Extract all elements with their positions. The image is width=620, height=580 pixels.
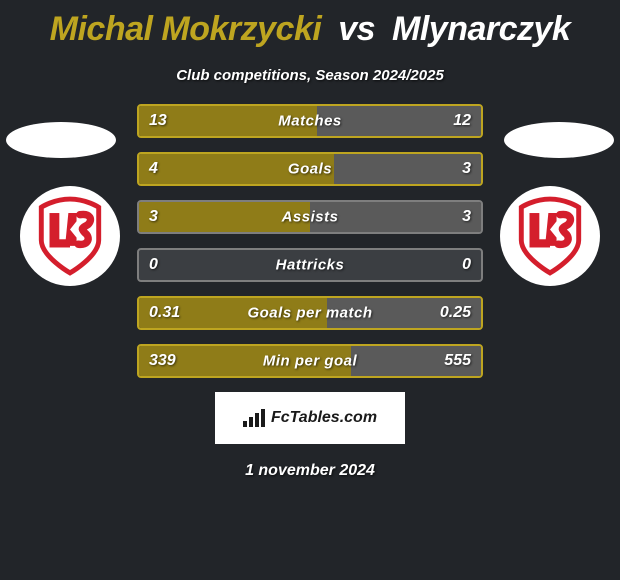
- stat-bar-fill-right: [334, 154, 481, 184]
- stat-value-right: 12: [453, 112, 471, 130]
- stat-bars-container: 13 12 Matches 4 3 Goals 3 3 Assists 0 0 Hattricks 0.…: [137, 104, 483, 378]
- player2-club-logo: [500, 186, 600, 286]
- stat-value-right: 0.25: [440, 304, 471, 322]
- stat-bar: 13 12 Matches: [137, 104, 483, 138]
- stat-value-left: 3: [149, 208, 158, 226]
- comparison-arena: 13 12 Matches 4 3 Goals 3 3 Assists 0 0 Hattricks 0.…: [0, 104, 620, 378]
- stat-label: Assists: [282, 209, 339, 226]
- bar-chart-icon: [243, 409, 265, 427]
- date-label: 1 november 2024: [0, 462, 620, 480]
- player2-marker-oval: [504, 122, 614, 158]
- player1-name: Michal Mokrzycki: [50, 10, 322, 48]
- stat-value-right: 3: [462, 160, 471, 178]
- stat-bar: 4 3 Goals: [137, 152, 483, 186]
- stat-bar: 339 555 Min per goal: [137, 344, 483, 378]
- watermark-text: FcTables.com: [271, 409, 377, 427]
- lks-lodz-crest-icon: [29, 195, 111, 277]
- stat-label: Min per goal: [263, 353, 357, 370]
- player2-name: Mlynarczyk: [392, 10, 570, 48]
- stat-value-left: 0: [149, 256, 158, 274]
- stat-value-left: 13: [149, 112, 167, 130]
- player1-club-logo: [20, 186, 120, 286]
- stat-value-left: 4: [149, 160, 158, 178]
- subtitle: Club competitions, Season 2024/2025: [0, 67, 620, 84]
- stat-value-right: 555: [444, 352, 471, 370]
- watermark: FcTables.com: [215, 392, 405, 444]
- player1-marker-oval: [6, 122, 116, 158]
- stat-label: Goals: [288, 161, 332, 178]
- vs-label: vs: [338, 10, 375, 48]
- stat-bar: 3 3 Assists: [137, 200, 483, 234]
- stat-label: Hattricks: [276, 257, 345, 274]
- stat-bar: 0.31 0.25 Goals per match: [137, 296, 483, 330]
- stat-label: Goals per match: [247, 305, 372, 322]
- stat-value-left: 339: [149, 352, 176, 370]
- lks-lodz-crest-icon: [509, 195, 591, 277]
- page-title: Michal Mokrzycki vs Mlynarczyk: [0, 0, 620, 49]
- stat-bar: 0 0 Hattricks: [137, 248, 483, 282]
- stat-value-left: 0.31: [149, 304, 180, 322]
- stat-value-right: 0: [462, 256, 471, 274]
- stat-label: Matches: [278, 113, 342, 130]
- stat-value-right: 3: [462, 208, 471, 226]
